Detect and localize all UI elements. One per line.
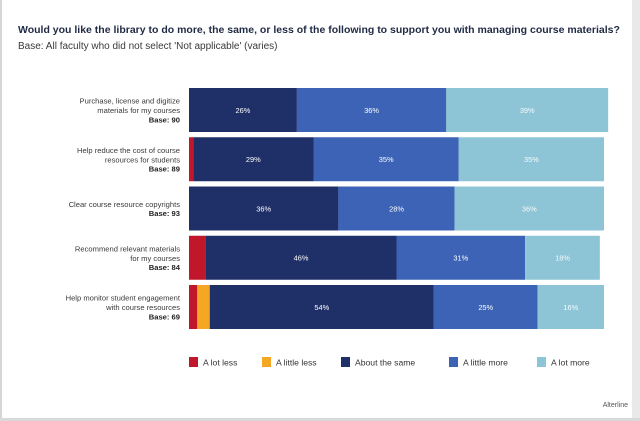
bar-segment-a-lot-more	[458, 137, 604, 182]
source-credit: Alterline	[602, 402, 628, 409]
category-label: materials for my courses	[97, 106, 180, 115]
category-label: Clear course resource copyrights	[69, 200, 181, 209]
bar-segment-about-the-same	[209, 285, 434, 329]
bar-segment-a-little-more	[313, 137, 459, 182]
bar-segment-a-little-more	[396, 235, 526, 280]
data-label: 26%	[236, 106, 251, 115]
category-base: Base: 69	[149, 312, 180, 321]
data-label: 16%	[563, 303, 578, 312]
category-label: Help monitor student engagement	[66, 294, 181, 303]
category-label: for my courses	[130, 254, 180, 263]
category-base: Base: 89	[149, 165, 180, 174]
bar-segment-a-lot-more	[525, 235, 600, 280]
legend-label-a-lot-less: A lot less	[203, 358, 237, 368]
data-label: 36%	[364, 106, 379, 115]
bar-segment-a-lot-less	[189, 137, 194, 182]
bar-segment-a-lot-less	[189, 285, 198, 329]
category-label: Recommend relevant materials	[75, 244, 180, 253]
data-label: 54%	[314, 303, 329, 312]
legend-swatch-a-lot-more	[537, 357, 546, 367]
data-label: 29%	[246, 155, 261, 164]
bar-segment-about-the-same	[205, 235, 397, 280]
bar-segment-a-lot-more	[446, 88, 609, 132]
bar-segment-a-little-more	[296, 88, 447, 132]
bar-segment-a-lot-less	[189, 235, 206, 280]
legend-label-a-lot-more: A lot more	[551, 358, 590, 368]
legend-label-a-little-more: A little more	[463, 358, 508, 368]
category-base: Base: 84	[149, 263, 181, 272]
chart-title: Would you like the library to do more, t…	[18, 24, 620, 36]
bar-segment-a-little-less	[197, 285, 210, 329]
category-label: resources for students	[105, 155, 180, 164]
category-label: with course resources	[105, 303, 180, 312]
legend-swatch-about-the-same	[341, 357, 350, 367]
chart-subtitle: Base: All faculty who did not select 'No…	[18, 41, 278, 52]
bar-segment-about-the-same	[193, 137, 314, 182]
legend-swatch-a-little-less	[262, 357, 271, 367]
data-label: 46%	[294, 254, 309, 263]
bar-segment-a-lot-more	[454, 186, 604, 231]
category-base: Base: 93	[149, 209, 180, 218]
legend-label-a-little-less: A little less	[276, 358, 317, 368]
data-label: 39%	[520, 106, 535, 115]
data-label: 28%	[389, 204, 404, 213]
bar-segment-a-lot-more	[537, 285, 604, 329]
right-border	[632, 0, 640, 421]
legend-label-about-the-same: About the same	[355, 358, 415, 368]
data-label: 18%	[555, 254, 570, 263]
legend-swatch-a-lot-less	[189, 357, 198, 367]
bottom-border	[0, 418, 640, 421]
left-border	[0, 0, 2, 421]
data-label: 25%	[478, 303, 493, 312]
legend-swatch-a-little-more	[449, 357, 458, 367]
data-label: 36%	[256, 204, 271, 213]
category-label: Purchase, license and digitize	[80, 97, 180, 106]
bar-segment-about-the-same	[189, 186, 339, 231]
data-label: 35%	[379, 155, 394, 164]
data-label: 35%	[524, 155, 539, 164]
bar-segment-a-little-more	[338, 186, 455, 231]
data-label: 31%	[453, 254, 468, 263]
category-label: Help reduce the cost of course	[77, 146, 180, 155]
category-base: Base: 90	[149, 115, 180, 124]
bar-segment-a-little-more	[433, 285, 538, 329]
data-label: 36%	[522, 204, 537, 213]
bar-segment-about-the-same	[189, 88, 297, 132]
